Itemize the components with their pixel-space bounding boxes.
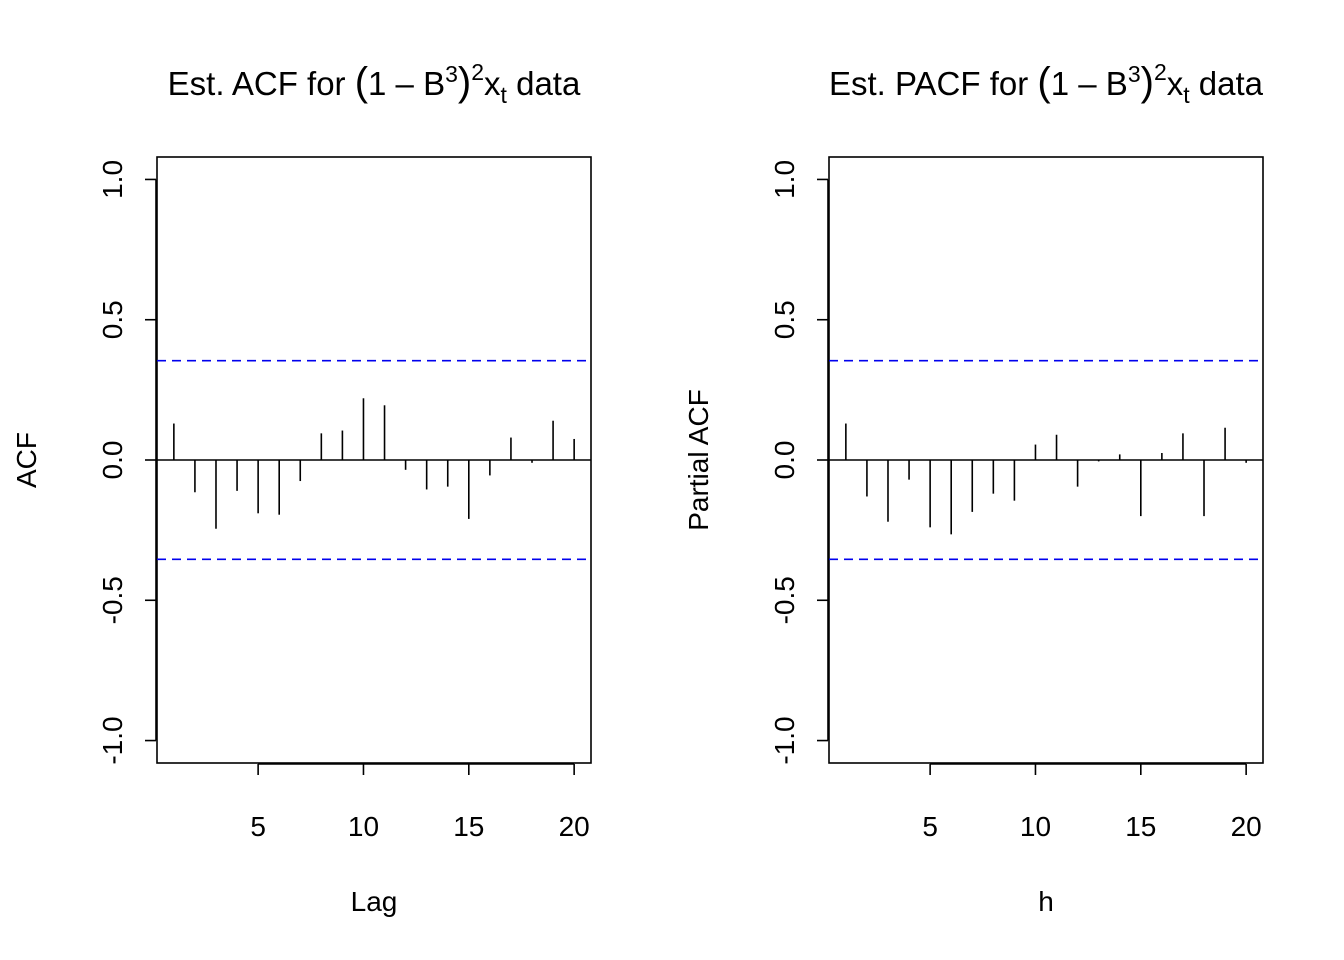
pacf-y-axis-label: Partial ACF xyxy=(683,389,714,531)
acf-panel: 5 10 15 20 -1.0 -0.5 0.0 0.5 1.0 Lag ACF Est. ACF f… xyxy=(11,59,592,917)
pacf-x-tick-label-10: 10 xyxy=(1020,811,1051,842)
pacf-x-axis-label: h xyxy=(1038,886,1054,917)
acf-x-tick-label-10: 10 xyxy=(348,811,379,842)
pacf-y-tick-label-2: 0.0 xyxy=(769,441,800,480)
acf-y-tick-label-4: 1.0 xyxy=(97,160,128,199)
acf-x-tick-label-5: 5 xyxy=(250,811,266,842)
acf-y-axis-label: ACF xyxy=(11,432,42,488)
pacf-x-tick-label-20: 20 xyxy=(1231,811,1262,842)
acf-x-tick-label-20: 20 xyxy=(559,811,590,842)
pacf-chart-title: Est. PACF for (1 – B3)2xt data xyxy=(829,59,1264,108)
pacf-y-tick-label-1: -0.5 xyxy=(769,576,800,624)
pacf-y-tick-label-3: 0.5 xyxy=(769,300,800,339)
acf-y-tick-label-3: 0.5 xyxy=(97,300,128,339)
acf-x-tick-label-15: 15 xyxy=(453,811,484,842)
acf-y-tick-label-1: -0.5 xyxy=(97,576,128,624)
pacf-panel: 5 10 15 20 -1.0 -0.5 0.0 0.5 1.0 h Partial ACF Est.… xyxy=(683,59,1264,917)
pacf-x-tick-label-15: 15 xyxy=(1125,811,1156,842)
pacf-y-tick-label-0: -1.0 xyxy=(769,716,800,764)
acf-chart-title: Est. ACF for (1 – B3)2xt data xyxy=(168,59,581,108)
pacf-y-tick-label-4: 1.0 xyxy=(769,160,800,199)
acf-y-tick-label-0: -1.0 xyxy=(97,716,128,764)
acf-y-tick-label-2: 0.0 xyxy=(97,441,128,480)
acf-x-axis-label: Lag xyxy=(351,886,398,917)
pacf-x-tick-label-5: 5 xyxy=(922,811,938,842)
